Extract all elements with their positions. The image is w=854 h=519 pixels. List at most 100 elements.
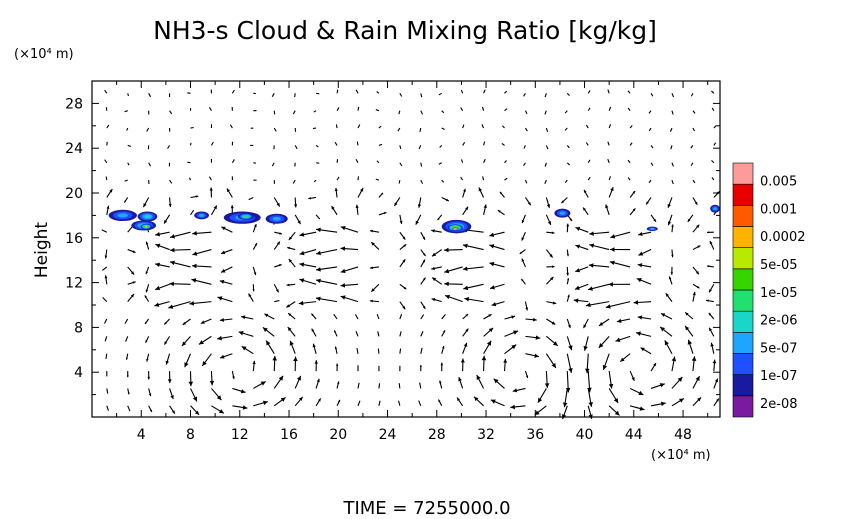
- wind-vector-head: [280, 397, 286, 402]
- wind-vector-head: [692, 291, 696, 296]
- wind-vector-head: [637, 315, 643, 320]
- wind-vector-head: [334, 330, 337, 333]
- wind-vector-head: [511, 344, 517, 350]
- wind-vector: [357, 176, 360, 181]
- x-ticks: 4 8 12 16 20 24 28 32 36 40 44 48: [116, 81, 709, 443]
- wind-vector-head: [444, 247, 449, 253]
- colorbar-swatch-0: [732, 395, 754, 418]
- wind-vector-head: [465, 314, 469, 317]
- wind-vector-head: [513, 330, 519, 335]
- wind-vector-head: [575, 268, 581, 273]
- y-tick-label: 16: [65, 231, 83, 247]
- wind-vector-head: [192, 396, 197, 402]
- wind-vector: [504, 90, 508, 94]
- wind-vector-head: [311, 313, 314, 317]
- wind-vector: [587, 176, 591, 181]
- colorbar-label: 1e-07: [760, 369, 798, 384]
- wind-vector: [482, 176, 485, 181]
- wind-vector-head: [431, 229, 435, 233]
- wind-vector: [629, 142, 633, 146]
- wind-vector: [102, 297, 108, 303]
- wind-vector-head: [638, 390, 644, 395]
- wind-vector: [231, 159, 235, 164]
- wind-vector-head: [465, 328, 469, 332]
- wind-vector-head: [371, 242, 375, 246]
- wind-vector: [398, 110, 401, 115]
- colorbar-label: 5e-07: [760, 341, 798, 356]
- wind-vector-head: [276, 241, 280, 245]
- x-tick-label: 44: [625, 427, 643, 443]
- wind-vector: [333, 313, 338, 320]
- chart-title: NH3-s Cloud & Rain Mixing Ratio [kg/kg]: [153, 16, 657, 45]
- wind-vector: [188, 177, 192, 181]
- wind-vector-head: [636, 331, 641, 336]
- wind-vector-head: [696, 224, 700, 229]
- wind-vector: [544, 93, 547, 98]
- wind-vector: [460, 107, 464, 111]
- wind-vector: [376, 91, 380, 94]
- wind-vector: [399, 145, 402, 150]
- wind-vector-head: [155, 262, 160, 268]
- wind-vector: [127, 162, 130, 166]
- wind-vector-head: [695, 271, 699, 275]
- wind-vector-head: [551, 321, 556, 325]
- wind-vector: [103, 318, 108, 324]
- wind-vector: [124, 179, 128, 182]
- wind-vector-head: [149, 409, 152, 413]
- colorbar-swatch-4: [732, 310, 754, 333]
- wind-vector-head: [697, 397, 702, 402]
- colorbar-swatch-8: [732, 226, 754, 248]
- wind-vector-head: [192, 251, 198, 256]
- wind-vector: [713, 142, 717, 146]
- wind-vector-head: [145, 289, 149, 293]
- colorbar-swatch-7: [732, 247, 754, 270]
- wind-vector-head: [527, 201, 531, 206]
- wind-vector: [124, 110, 128, 113]
- wind-vector: [523, 93, 526, 97]
- wind-vector-head: [660, 401, 666, 407]
- wind-vector-head: [226, 188, 231, 193]
- wind-vector-head: [154, 302, 160, 307]
- wind-vector-head: [311, 328, 315, 332]
- wind-vector-head: [587, 387, 592, 393]
- wind-vector-head: [660, 326, 666, 332]
- wind-vector-head: [659, 383, 665, 388]
- wind-vector-head: [609, 260, 615, 266]
- colorbar-swatch-10: [732, 183, 754, 206]
- wind-vector: [523, 162, 526, 167]
- wind-vector-head: [380, 192, 383, 195]
- wind-vector-head: [221, 226, 226, 231]
- wind-vector-head: [188, 381, 194, 387]
- cloud-blob-13: [713, 207, 717, 211]
- wind-vector-head: [667, 203, 671, 208]
- wind-vector-head: [316, 267, 321, 272]
- wind-vector-head: [318, 398, 321, 402]
- wind-vectors: [101, 89, 720, 420]
- cloud-blob-7: [272, 216, 281, 221]
- wind-vector: [502, 125, 505, 129]
- wind-vector-head: [503, 358, 508, 363]
- wind-vector-head: [415, 220, 419, 225]
- wind-vector-head: [279, 232, 282, 235]
- y-tick-label: 20: [65, 186, 83, 202]
- wind-vector: [398, 400, 401, 406]
- wind-vector: [106, 124, 110, 129]
- wind-vector-head: [525, 375, 529, 378]
- wind-vector-head: [198, 340, 204, 345]
- wind-vector-head: [143, 203, 147, 208]
- wind-vector: [105, 353, 108, 360]
- wind-vector-head: [610, 187, 614, 192]
- wind-vector: [127, 144, 131, 147]
- wind-vector-head: [145, 340, 148, 343]
- wind-vector-head: [696, 285, 700, 289]
- wind-vector: [399, 348, 402, 354]
- wind-vector: [627, 177, 631, 181]
- colorbar: 2e-08 1e-07 5e-07 2e-06 1e-05 5e-05 0.0002 0.00…: [732, 162, 806, 418]
- wind-vector-head: [288, 259, 293, 263]
- wind-vector-head: [253, 272, 257, 276]
- wind-vector-head: [547, 221, 552, 225]
- wind-vector-head: [533, 317, 537, 322]
- wind-vector-head: [403, 244, 407, 247]
- wind-vector-head: [716, 398, 719, 402]
- wind-vector: [420, 179, 424, 184]
